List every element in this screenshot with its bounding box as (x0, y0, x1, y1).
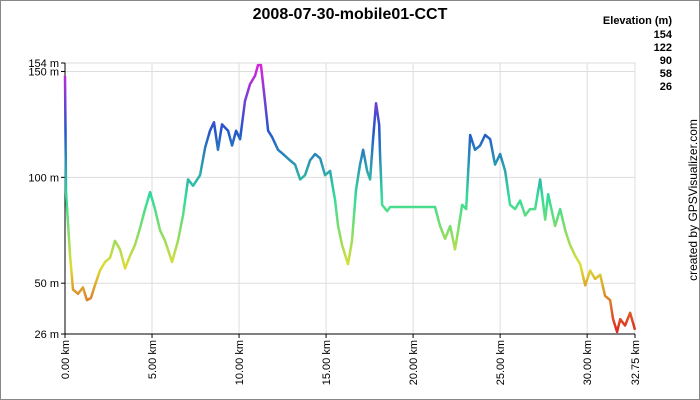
plot-area (64, 62, 636, 335)
chart-title: 2008-07-30-mobile01-CCT (253, 6, 448, 23)
x-tick-label: 0.00 km (60, 340, 72, 379)
x-tick-label: 20.00 km (408, 340, 420, 385)
x-tick-label: 10.00 km (234, 340, 246, 385)
legend-value: 58 (660, 68, 672, 80)
y-tick-label: 26 m (35, 329, 59, 341)
legend-title: Elevation (m) (603, 15, 672, 27)
x-tick-label: 30.00 km (582, 340, 594, 385)
elevation-line (63, 63, 637, 334)
legend-value: 154 (654, 29, 673, 41)
x-tick-label: 32.75 km (630, 340, 642, 385)
legend-value: 122 (654, 42, 672, 54)
credit: created by GPSVisualizer.com (686, 119, 700, 281)
y-tick-label: 150 m (28, 66, 59, 78)
legend-value: 90 (660, 55, 672, 67)
x-tick-label: 25.00 km (495, 340, 507, 385)
x-tick-label: 15.00 km (321, 340, 333, 385)
y-tick-label: 100 m (28, 172, 59, 184)
legend-value: 26 (660, 81, 672, 93)
x-tick-label: 5.00 km (147, 340, 159, 379)
y-tick-label: 50 m (35, 278, 59, 290)
y-tick-label: 154 m (28, 58, 59, 70)
